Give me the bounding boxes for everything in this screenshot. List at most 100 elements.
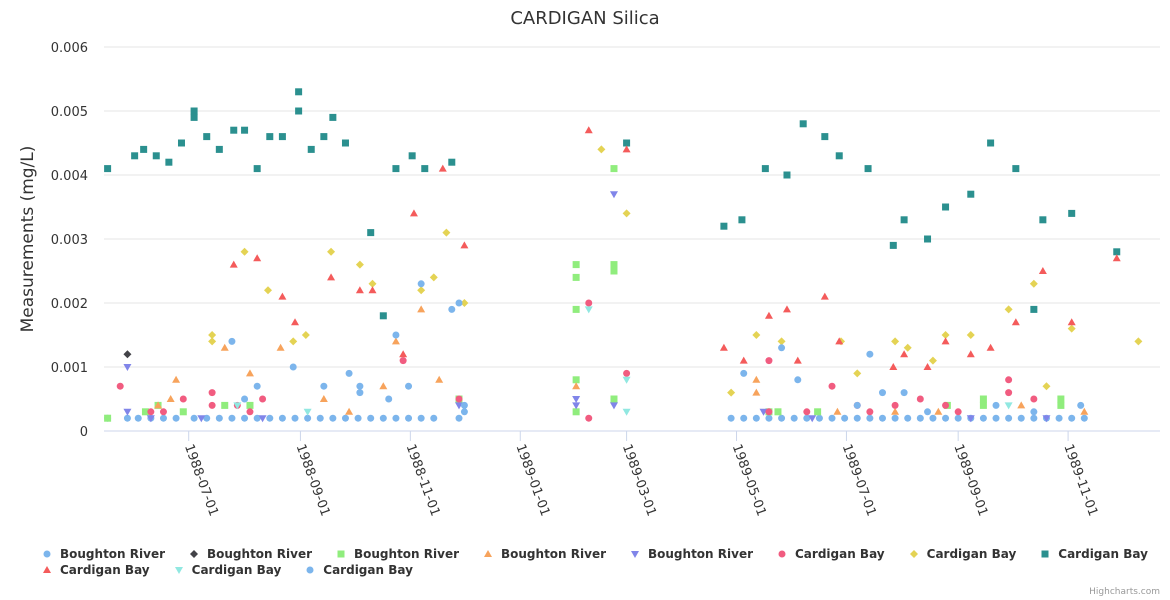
data-point[interactable] xyxy=(215,414,223,422)
data-point[interactable] xyxy=(455,395,463,403)
data-point[interactable] xyxy=(159,408,167,416)
data-point[interactable] xyxy=(399,357,407,365)
data-point[interactable] xyxy=(828,414,836,422)
data-point[interactable] xyxy=(719,343,728,351)
data-point[interactable] xyxy=(304,414,312,422)
data-point[interactable] xyxy=(820,292,829,300)
data-point[interactable] xyxy=(123,414,131,422)
data-point[interactable] xyxy=(147,408,155,416)
data-point[interactable] xyxy=(916,414,924,422)
legend-item[interactable]: Boughton River xyxy=(334,547,459,561)
data-point[interactable] xyxy=(229,260,238,268)
data-point[interactable] xyxy=(622,376,631,384)
data-point[interactable] xyxy=(278,414,286,422)
data-point[interactable] xyxy=(799,120,807,128)
data-point[interactable] xyxy=(258,415,267,423)
data-point[interactable] xyxy=(246,408,254,416)
data-point[interactable] xyxy=(341,414,349,422)
data-point[interactable] xyxy=(778,414,786,422)
data-point[interactable] xyxy=(355,286,364,294)
data-point[interactable] xyxy=(954,408,962,416)
data-point[interactable] xyxy=(821,133,829,141)
data-point[interactable] xyxy=(177,139,185,147)
data-point[interactable] xyxy=(417,305,426,313)
data-point[interactable] xyxy=(1068,209,1076,217)
data-point[interactable] xyxy=(740,414,748,422)
data-point[interactable] xyxy=(190,113,198,121)
data-point[interactable] xyxy=(263,286,272,295)
data-point[interactable] xyxy=(409,209,418,217)
data-point[interactable] xyxy=(900,350,909,358)
data-point[interactable] xyxy=(777,337,786,346)
data-point[interactable] xyxy=(740,369,748,377)
data-point[interactable] xyxy=(417,286,426,295)
data-point[interactable] xyxy=(392,331,400,339)
data-point[interactable] xyxy=(954,414,962,422)
data-point[interactable] xyxy=(266,414,274,422)
data-point[interactable] xyxy=(320,382,328,390)
data-point[interactable] xyxy=(203,414,211,422)
data-point[interactable] xyxy=(727,414,735,422)
data-point[interactable] xyxy=(460,408,468,416)
data-point[interactable] xyxy=(979,414,987,422)
data-point[interactable] xyxy=(891,414,899,422)
data-point[interactable] xyxy=(1004,402,1013,410)
data-point[interactable] xyxy=(208,401,216,409)
data-point[interactable] xyxy=(610,395,618,403)
data-point[interactable] xyxy=(276,343,285,351)
data-point[interactable] xyxy=(179,408,187,416)
data-point[interactable] xyxy=(765,414,773,422)
data-point[interactable] xyxy=(1055,414,1063,422)
data-point[interactable] xyxy=(610,165,618,173)
data-point[interactable] xyxy=(165,158,173,166)
data-point[interactable] xyxy=(345,407,354,415)
data-point[interactable] xyxy=(878,414,886,422)
data-point[interactable] xyxy=(123,350,132,359)
data-point[interactable] xyxy=(329,414,337,422)
data-point[interactable] xyxy=(622,209,631,218)
data-point[interactable] xyxy=(131,152,139,160)
data-point[interactable] xyxy=(355,260,364,269)
data-point[interactable] xyxy=(1134,337,1143,346)
data-point[interactable] xyxy=(329,113,337,121)
data-point[interactable] xyxy=(1080,407,1089,415)
data-point[interactable] xyxy=(1005,389,1013,397)
data-point[interactable] xyxy=(316,414,324,422)
data-point[interactable] xyxy=(835,152,843,160)
data-point[interactable] xyxy=(1017,401,1026,409)
data-point[interactable] xyxy=(752,331,761,339)
data-point[interactable] xyxy=(1011,318,1020,326)
data-point[interactable] xyxy=(853,401,861,409)
legend-item[interactable]: Boughton River xyxy=(40,547,165,561)
data-point[interactable] xyxy=(1004,305,1013,314)
data-point[interactable] xyxy=(853,414,861,422)
data-point[interactable] xyxy=(391,337,400,345)
data-point[interactable] xyxy=(140,145,148,153)
data-point[interactable] xyxy=(172,414,180,422)
data-point[interactable] xyxy=(399,350,408,358)
data-point[interactable] xyxy=(764,311,773,319)
data-point[interactable] xyxy=(1113,248,1121,256)
data-point[interactable] xyxy=(354,414,362,422)
data-point[interactable] xyxy=(146,415,155,423)
data-point[interactable] xyxy=(623,139,631,147)
data-point[interactable] xyxy=(738,216,746,224)
data-point[interactable] xyxy=(720,222,728,230)
data-point[interactable] xyxy=(408,152,416,160)
data-point[interactable] xyxy=(438,164,447,172)
data-point[interactable] xyxy=(301,331,310,339)
data-point[interactable] xyxy=(429,273,438,282)
data-point[interactable] xyxy=(889,241,897,249)
data-point[interactable] xyxy=(878,389,886,397)
data-point[interactable] xyxy=(765,408,773,416)
data-point[interactable] xyxy=(572,273,580,281)
data-point[interactable] xyxy=(986,343,995,351)
data-point[interactable] xyxy=(1057,395,1065,403)
data-point[interactable] xyxy=(179,395,187,403)
data-point[interactable] xyxy=(622,145,631,153)
data-point[interactable] xyxy=(116,382,124,390)
data-point[interactable] xyxy=(864,165,872,173)
data-point[interactable] xyxy=(228,337,236,345)
data-point[interactable] xyxy=(572,408,580,416)
data-point[interactable] xyxy=(208,337,217,346)
